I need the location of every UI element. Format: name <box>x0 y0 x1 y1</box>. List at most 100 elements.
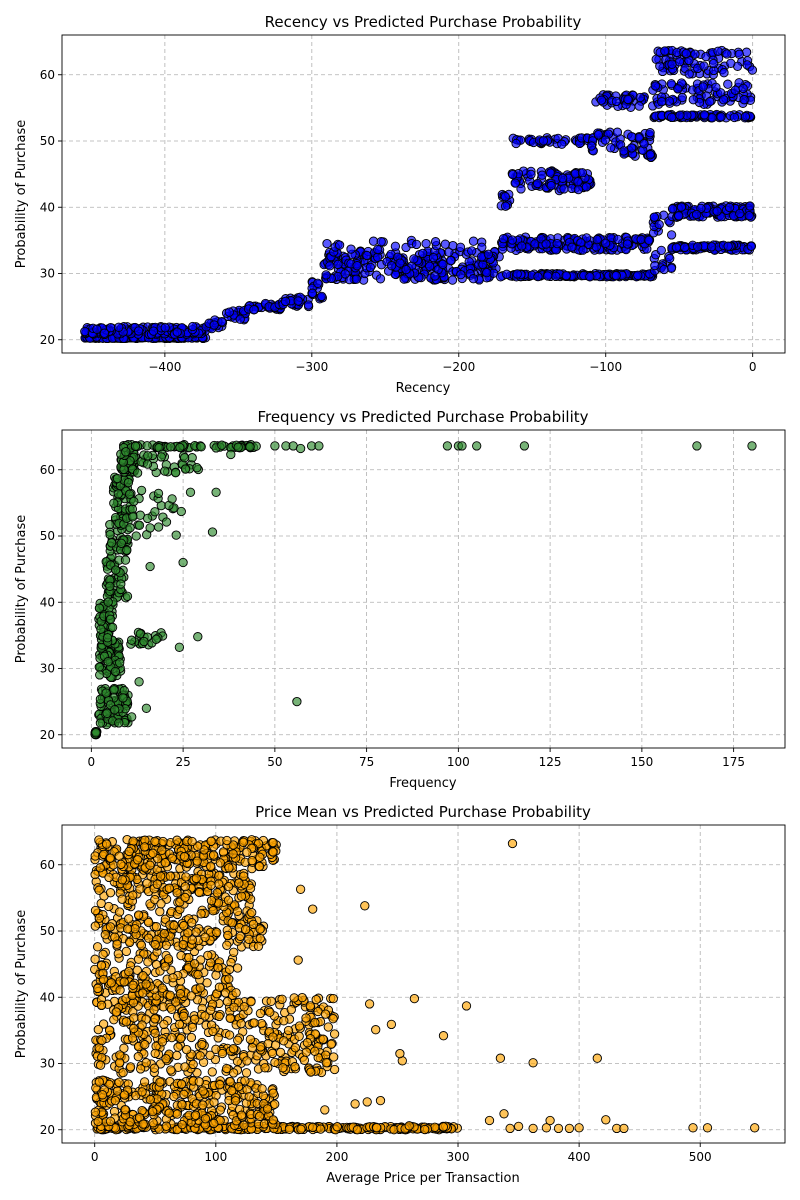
data-point <box>688 95 698 105</box>
data-point <box>706 242 717 252</box>
data-point <box>143 451 153 461</box>
data-point <box>744 210 754 221</box>
data-point <box>164 883 174 893</box>
chart-price-mean: Price Mean vs Predicted Purchase Probabi… <box>14 803 786 1186</box>
plot-frame <box>61 429 786 749</box>
data-point <box>317 291 327 302</box>
data-point <box>176 950 186 961</box>
data-point <box>223 895 234 905</box>
y-tick-label: 20 <box>40 728 55 742</box>
data-point <box>578 245 588 255</box>
data-point <box>206 895 217 906</box>
data-point <box>206 880 216 890</box>
data-point <box>222 940 232 950</box>
data-point <box>150 1048 160 1059</box>
data-point <box>129 1023 139 1034</box>
data-point <box>420 1124 430 1135</box>
data-point <box>224 307 234 317</box>
grid <box>62 35 785 353</box>
x-tick-label: 175 <box>722 755 745 769</box>
data-point <box>231 988 241 998</box>
data-point <box>255 1042 266 1052</box>
data-point <box>650 260 660 271</box>
data-point <box>340 269 350 279</box>
data-point <box>270 1057 280 1068</box>
data-point <box>401 264 411 275</box>
data-point <box>114 1077 124 1087</box>
data-point <box>236 1110 247 1120</box>
data-point <box>299 1055 310 1065</box>
data-point <box>194 887 205 898</box>
data-point <box>310 1046 320 1056</box>
data-point <box>155 871 166 881</box>
data-point <box>574 1123 584 1133</box>
data-point <box>110 705 120 715</box>
data-point <box>156 452 166 462</box>
data-point <box>447 275 458 285</box>
data-point <box>139 636 149 647</box>
data-point <box>169 1091 179 1102</box>
data-point <box>116 538 126 548</box>
data-point <box>164 1108 174 1118</box>
data-point <box>125 1117 135 1127</box>
data-point <box>321 1058 332 1068</box>
data-point <box>92 324 102 334</box>
data-point <box>145 523 155 533</box>
data-point <box>175 989 186 999</box>
data-point <box>573 184 584 195</box>
data-point <box>255 924 265 934</box>
data-point <box>226 449 236 460</box>
data-point <box>320 1105 330 1115</box>
data-point <box>545 1115 555 1126</box>
data-point <box>279 1036 289 1046</box>
data-point <box>723 241 733 251</box>
y-tick-label: 30 <box>40 1057 55 1071</box>
data-point <box>600 135 610 145</box>
data-point <box>133 910 144 920</box>
data-point <box>180 881 190 892</box>
data-point <box>214 1011 224 1022</box>
x-axis-label: Frequency <box>389 776 456 791</box>
data-point <box>245 1034 256 1045</box>
data-point <box>96 624 106 634</box>
data-point <box>528 1058 538 1068</box>
data-point <box>150 1028 160 1038</box>
data-point <box>326 1039 336 1049</box>
data-point <box>438 259 448 269</box>
data-point <box>293 296 303 306</box>
data-point <box>137 1020 147 1030</box>
data-point <box>467 246 477 256</box>
chart-title: Frequency vs Predicted Purchase Probabil… <box>257 408 588 426</box>
chart-frequency: Frequency vs Predicted Purchase Probabil… <box>14 408 786 791</box>
data-point <box>500 192 510 202</box>
data-point <box>373 244 383 255</box>
data-point <box>495 1053 506 1063</box>
data-point <box>351 274 362 284</box>
data-point <box>105 853 116 863</box>
data-point <box>171 997 181 1007</box>
data-point <box>129 496 139 507</box>
data-point <box>645 128 655 138</box>
data-point <box>634 101 644 111</box>
data-point <box>499 1109 509 1119</box>
data-point <box>399 274 409 284</box>
data-point <box>505 1123 515 1134</box>
data-point <box>114 1058 125 1068</box>
data-point <box>239 1002 249 1012</box>
data-point <box>699 61 709 71</box>
data-point <box>519 441 530 451</box>
data-point <box>121 447 131 457</box>
data-point <box>627 131 637 142</box>
data-point <box>110 1095 120 1106</box>
data-point <box>428 252 439 263</box>
data-point <box>200 1114 211 1124</box>
data-point <box>425 261 435 271</box>
data-point <box>600 238 611 248</box>
data-point <box>409 254 419 264</box>
data-point <box>371 1025 381 1035</box>
data-point <box>211 1044 221 1054</box>
data-point <box>228 849 238 859</box>
data-point <box>667 204 678 214</box>
data-point <box>229 947 239 957</box>
data-point <box>223 881 234 892</box>
